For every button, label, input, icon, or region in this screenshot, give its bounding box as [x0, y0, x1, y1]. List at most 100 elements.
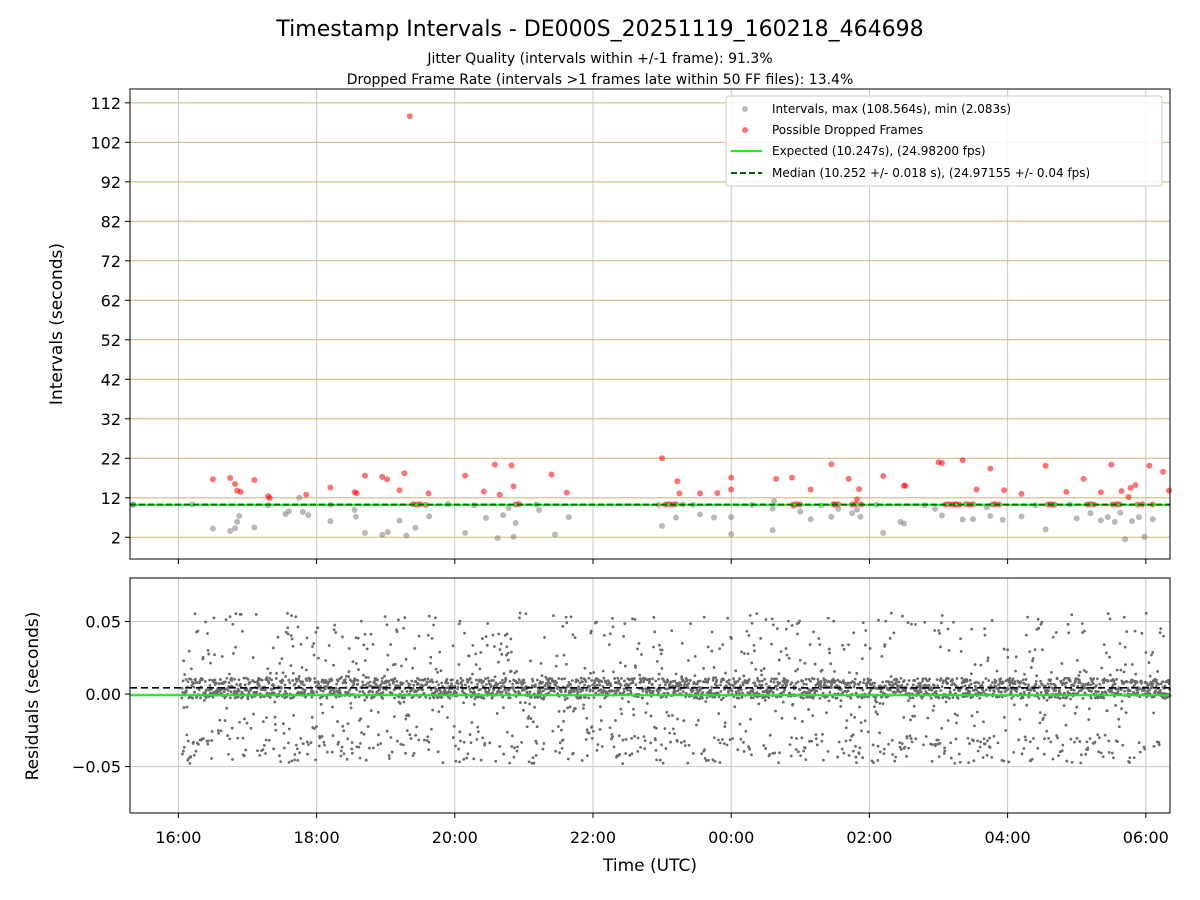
residual-point — [683, 744, 687, 747]
residual-point — [1061, 743, 1065, 747]
residual-point — [664, 695, 668, 699]
residual-point — [894, 680, 898, 684]
residual-point — [208, 684, 212, 687]
residual-point — [355, 688, 359, 692]
residual-point — [349, 706, 353, 710]
residual-point — [475, 738, 479, 741]
dropped-frame-point — [773, 475, 780, 482]
residual-point — [1065, 681, 1068, 685]
residual-point — [284, 630, 288, 634]
interval-point — [510, 533, 517, 540]
residual-point — [1029, 666, 1033, 669]
residual-point — [211, 695, 215, 699]
residual-point — [908, 734, 912, 738]
residual-point — [501, 695, 505, 699]
residual-point — [614, 719, 617, 722]
residual-point — [314, 758, 317, 762]
residual-point — [711, 758, 715, 762]
residual-point — [808, 691, 812, 694]
residual-point — [585, 688, 588, 692]
residual-point — [739, 688, 743, 692]
residual-point — [760, 683, 764, 687]
residual-point — [905, 736, 909, 740]
residual-point — [1153, 691, 1157, 695]
residual-point — [593, 684, 597, 688]
residual-point — [287, 760, 291, 764]
residual-point — [940, 726, 944, 730]
residual-point — [1162, 634, 1165, 638]
residual-point — [346, 690, 350, 694]
residual-point — [688, 678, 692, 682]
residual-point — [861, 688, 865, 692]
residual-point — [1011, 677, 1015, 681]
residual-point — [335, 682, 338, 686]
residual-point — [657, 672, 661, 676]
residual-point — [530, 761, 534, 765]
residual-point — [193, 612, 197, 616]
residual-point — [266, 667, 270, 671]
residual-point — [403, 696, 406, 700]
residual-point — [458, 760, 461, 764]
dropped-frame-point — [1166, 487, 1172, 494]
residual-point — [510, 650, 513, 654]
residual-point — [657, 643, 661, 647]
residual-point — [534, 739, 538, 743]
interval-point — [209, 525, 216, 532]
residual-point — [381, 696, 385, 700]
residual-point — [209, 688, 213, 691]
residual-point — [212, 680, 216, 684]
residual-point — [729, 683, 732, 687]
residual-point — [1137, 741, 1141, 745]
residual-point — [1034, 683, 1038, 687]
residual-point — [539, 662, 543, 665]
residual-point — [671, 684, 675, 688]
residual-point — [349, 701, 353, 705]
residual-point — [554, 684, 558, 687]
residual-point — [1013, 680, 1017, 683]
residual-point — [983, 633, 987, 637]
residual-point — [643, 676, 647, 680]
residual-point — [713, 695, 717, 699]
residual-point — [829, 662, 833, 666]
residual-point — [270, 678, 274, 682]
residual-point — [749, 717, 752, 721]
residual-point — [436, 696, 440, 700]
residual-point — [983, 627, 987, 631]
residual-point — [1148, 674, 1152, 678]
residual-point — [313, 677, 317, 680]
residual-point — [653, 630, 657, 634]
residual-point — [264, 738, 268, 742]
residual-point — [489, 679, 493, 682]
residual-point — [282, 746, 286, 750]
residual-point — [908, 696, 912, 700]
residual-point — [439, 690, 443, 694]
residual-point — [691, 689, 695, 693]
residual-point — [223, 719, 227, 722]
residual-point — [753, 649, 756, 653]
residual-point — [1103, 733, 1107, 737]
residual-point — [776, 683, 780, 687]
residual-point — [905, 754, 908, 758]
residual-point — [817, 680, 821, 684]
residual-point — [1019, 680, 1023, 684]
interval-point — [232, 525, 239, 532]
residual-point — [430, 678, 434, 682]
residual-point — [1002, 759, 1006, 763]
interval-point — [1111, 518, 1118, 525]
residual-point — [956, 696, 960, 700]
residual-point — [643, 747, 646, 751]
residual-point — [500, 684, 503, 688]
residual-point — [790, 624, 794, 627]
residual-point — [1079, 753, 1083, 757]
residual-point — [882, 752, 886, 756]
residual-point — [818, 696, 822, 700]
residual-point — [627, 700, 630, 704]
residual-point — [1140, 631, 1144, 635]
residual-point — [598, 728, 602, 731]
residual-point — [787, 656, 791, 660]
residual-point — [1008, 683, 1012, 687]
residual-point — [610, 737, 613, 741]
residual-point — [738, 677, 742, 681]
residual-point — [215, 681, 218, 685]
residual-point — [940, 614, 944, 617]
